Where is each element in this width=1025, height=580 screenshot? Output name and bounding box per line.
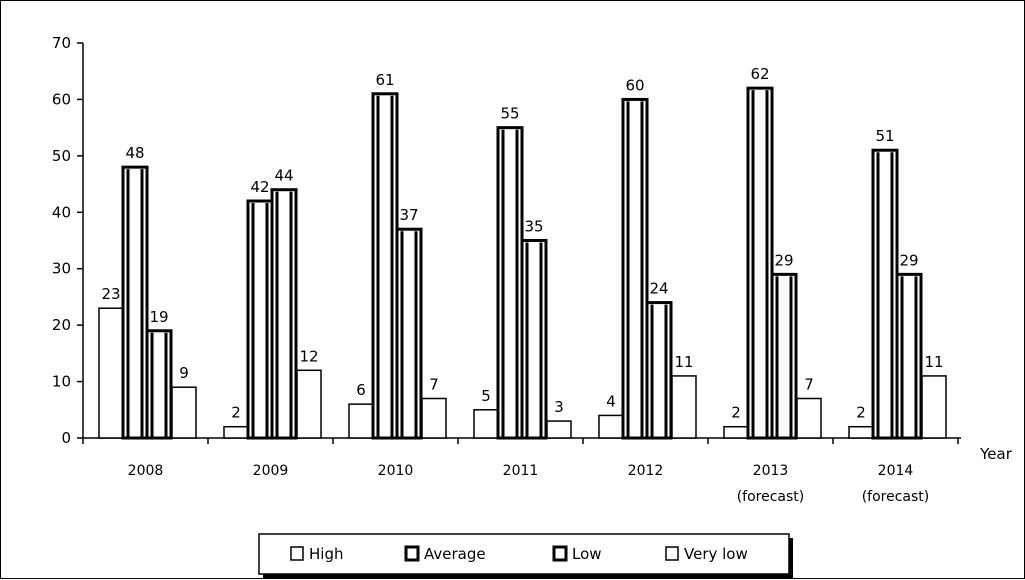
y-tick-label: 0 (61, 429, 71, 447)
bar-high (98, 307, 124, 439)
data-label: 2 (856, 404, 866, 422)
data-label: 35 (524, 218, 543, 236)
data-label: 37 (399, 206, 418, 224)
legend-label: Average (424, 545, 486, 563)
data-label: 5 (481, 387, 491, 405)
data-label: 7 (429, 376, 439, 394)
data-label: 62 (750, 65, 769, 83)
y-tick-label: 70 (52, 34, 71, 52)
legend-swatch (552, 545, 568, 562)
bar-very-low (421, 397, 447, 439)
x-category-label: 2013 (753, 463, 789, 479)
y-tick-label: 50 (52, 147, 71, 165)
legend-swatch (665, 546, 679, 561)
data-label: 42 (250, 178, 269, 196)
data-label: 29 (899, 251, 918, 269)
data-label: 7 (804, 376, 814, 394)
legend-swatch (290, 546, 304, 561)
data-label: 61 (375, 71, 394, 89)
y-tick-label: 30 (52, 260, 71, 278)
legend: High Average Low Very low (258, 533, 793, 578)
x-category-label: 2010 (378, 463, 414, 479)
bar-very-low (546, 420, 572, 439)
data-label: 3 (554, 398, 564, 416)
data-label: 51 (875, 127, 894, 145)
data-label: 44 (274, 167, 293, 185)
x-category-label: 2011 (503, 463, 539, 479)
data-label: 24 (649, 280, 668, 298)
legend-label: Very low (684, 545, 748, 563)
bar-very-low (171, 386, 197, 439)
y-tick-label: 60 (52, 90, 71, 108)
bar-very-low (921, 375, 947, 439)
data-label: 23 (101, 285, 120, 303)
bar-high (348, 403, 374, 439)
x-axis-title: Year (979, 445, 1013, 463)
y-tick-label: 10 (52, 373, 71, 391)
bar-very-low (671, 375, 697, 439)
bar-high (598, 414, 624, 439)
data-label: 12 (299, 347, 318, 365)
x-category-sublabel: (forecast) (862, 489, 930, 505)
data-label: 11 (924, 353, 943, 371)
x-category-label: 2012 (628, 463, 664, 479)
data-label: 2 (231, 404, 241, 422)
x-category-label: 2008 (128, 463, 164, 479)
bar-very-low (796, 397, 822, 439)
data-label: 11 (674, 353, 693, 371)
data-label: 29 (774, 251, 793, 269)
bars (98, 86, 947, 440)
legend-label: Low (572, 545, 602, 563)
data-label: 48 (125, 144, 144, 162)
data-label: 55 (500, 105, 519, 123)
x-category-label: 2009 (253, 463, 289, 479)
bar-very-low (296, 369, 322, 439)
bar-high (223, 425, 249, 439)
y-tick-label: 40 (52, 203, 71, 221)
x-category-sublabel: (forecast) (737, 489, 805, 505)
data-label: 60 (625, 76, 644, 94)
bar-high (848, 425, 874, 439)
legend-swatch (404, 545, 420, 562)
data-label: 19 (149, 308, 168, 326)
x-category-label: 2014 (878, 463, 914, 479)
bar-high (473, 409, 499, 439)
data-label: 4 (606, 392, 616, 410)
legend-label: High (309, 545, 343, 563)
y-tick-label: 20 (52, 316, 71, 334)
bar-high (723, 425, 749, 439)
legend-box (258, 533, 790, 575)
data-label: 6 (356, 381, 366, 399)
data-label: 2 (731, 404, 741, 422)
data-label: 9 (179, 364, 189, 382)
